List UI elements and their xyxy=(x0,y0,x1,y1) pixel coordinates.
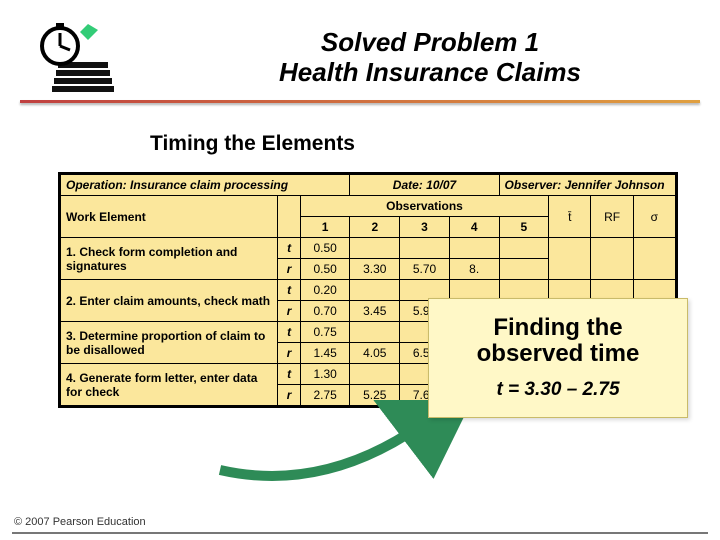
work-element-label: 3. Determine proportion of claim to be d… xyxy=(61,322,278,364)
subtitle: Timing the Elements xyxy=(150,132,355,156)
footer-line xyxy=(12,532,708,534)
title-underline xyxy=(20,100,700,103)
title-line-2: Health Insurance Claims xyxy=(279,57,581,87)
title-line-1: Solved Problem 1 xyxy=(321,27,539,57)
callout-box: Finding theobserved time t = 3.30 – 2.75 xyxy=(428,298,688,418)
callout-equation: t = 3.30 – 2.75 xyxy=(496,379,619,401)
table-header-row-1: Operation: Insurance claim processing Da… xyxy=(61,175,676,196)
work-element-label: 1. Check form completion and signatures xyxy=(61,238,278,280)
work-element-label: 2. Enter claim amounts, check math xyxy=(61,280,278,322)
table-row: 1. Check form completion and signaturest… xyxy=(61,238,676,259)
slide-title: Solved Problem 1 Health Insurance Claims xyxy=(170,28,690,88)
copyright-text: © 2007 Pearson Education xyxy=(14,516,146,528)
table-observations-row: Work Element Observations t̄ RF σ xyxy=(61,196,676,217)
clock-stack-icon xyxy=(28,18,118,103)
